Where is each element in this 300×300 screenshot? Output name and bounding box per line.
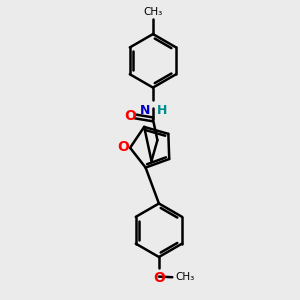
Text: O: O <box>118 140 130 154</box>
Text: O: O <box>153 271 165 285</box>
Text: CH₃: CH₃ <box>176 272 195 282</box>
Text: CH₃: CH₃ <box>143 7 163 17</box>
Text: N: N <box>140 103 151 117</box>
Text: H: H <box>157 103 167 117</box>
Text: O: O <box>124 110 136 123</box>
